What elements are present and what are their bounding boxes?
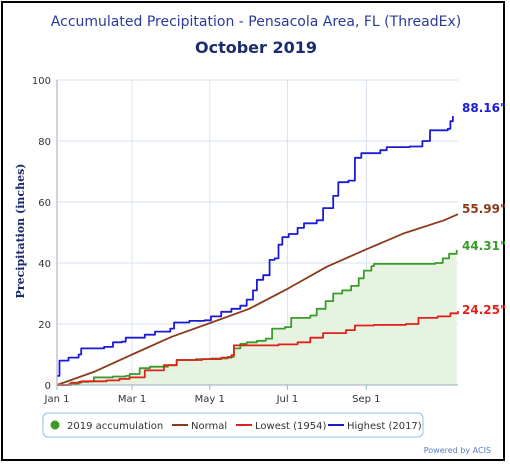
series-area-2019: [57, 249, 457, 385]
x-tick-label: Jan 1: [44, 394, 70, 405]
legend-label-normal: Normal: [191, 421, 227, 432]
legend: 2019 accumulation Normal Lowest (1954) H…: [42, 412, 424, 438]
y-tick-label: 80: [38, 137, 51, 148]
credit-text: Powered by ACIS: [424, 446, 491, 455]
legend-label-2019: 2019 accumulation: [67, 421, 163, 432]
chart-frame: Accumulated Precipitation - Pensacola Ar…: [1, 1, 506, 461]
legend-item-normal[interactable]: Normal: [172, 421, 227, 432]
axes: [56, 80, 458, 390]
end-labels: 44.31" 55.99" 24.25" 88.16": [462, 101, 506, 317]
y-tick-label: 20: [38, 320, 51, 331]
legend-box: [42, 412, 424, 438]
legend-item-2019[interactable]: 2019 accumulation: [50, 420, 164, 433]
chart-subtitle: October 2019: [195, 38, 317, 57]
x-tick-label: Sep 1: [352, 394, 380, 405]
series-line-lowest-1954: [57, 311, 459, 386]
x-tick-label: Mar 1: [118, 394, 146, 405]
y-tick-label: 100: [32, 76, 51, 87]
legend-item-lowest[interactable]: Lowest (1954): [236, 421, 327, 432]
y-tick-label: 40: [38, 259, 51, 270]
tick-labels: 0 20 40 60 80 100 Jan 1 Mar 1 May 1 Jul 1 Sep 1: [32, 76, 381, 405]
legend-label-highest: Highest (2017): [347, 421, 422, 432]
series-line-normal: [56, 213, 459, 386]
series-line-highest-2017: [57, 116, 454, 377]
end-value-label: 44.31": [462, 239, 506, 253]
area-fill: [57, 249, 457, 385]
end-value-label: 88.16": [462, 101, 506, 115]
series-line-2019-accumulation: [57, 249, 458, 386]
series-lines: [56, 116, 459, 386]
chart-title: Accumulated Precipitation - Pensacola Ar…: [51, 14, 461, 30]
y-tick-label: 0: [45, 381, 51, 392]
end-value-label: 24.25": [462, 303, 506, 317]
y-axis-label: Precipitation (inches): [14, 164, 27, 299]
x-tick-label: Jul 1: [276, 394, 299, 405]
y-tick-label: 60: [38, 198, 51, 209]
end-value-label: 55.99": [462, 202, 506, 216]
legend-item-highest[interactable]: Highest (2017): [328, 421, 422, 432]
x-tick-label: May 1: [195, 394, 225, 405]
precipitation-chart: Accumulated Precipitation - Pensacola Ar…: [14, 14, 506, 455]
legend-label-lowest: Lowest (1954): [255, 421, 327, 432]
legend-dot-icon: [50, 420, 60, 430]
